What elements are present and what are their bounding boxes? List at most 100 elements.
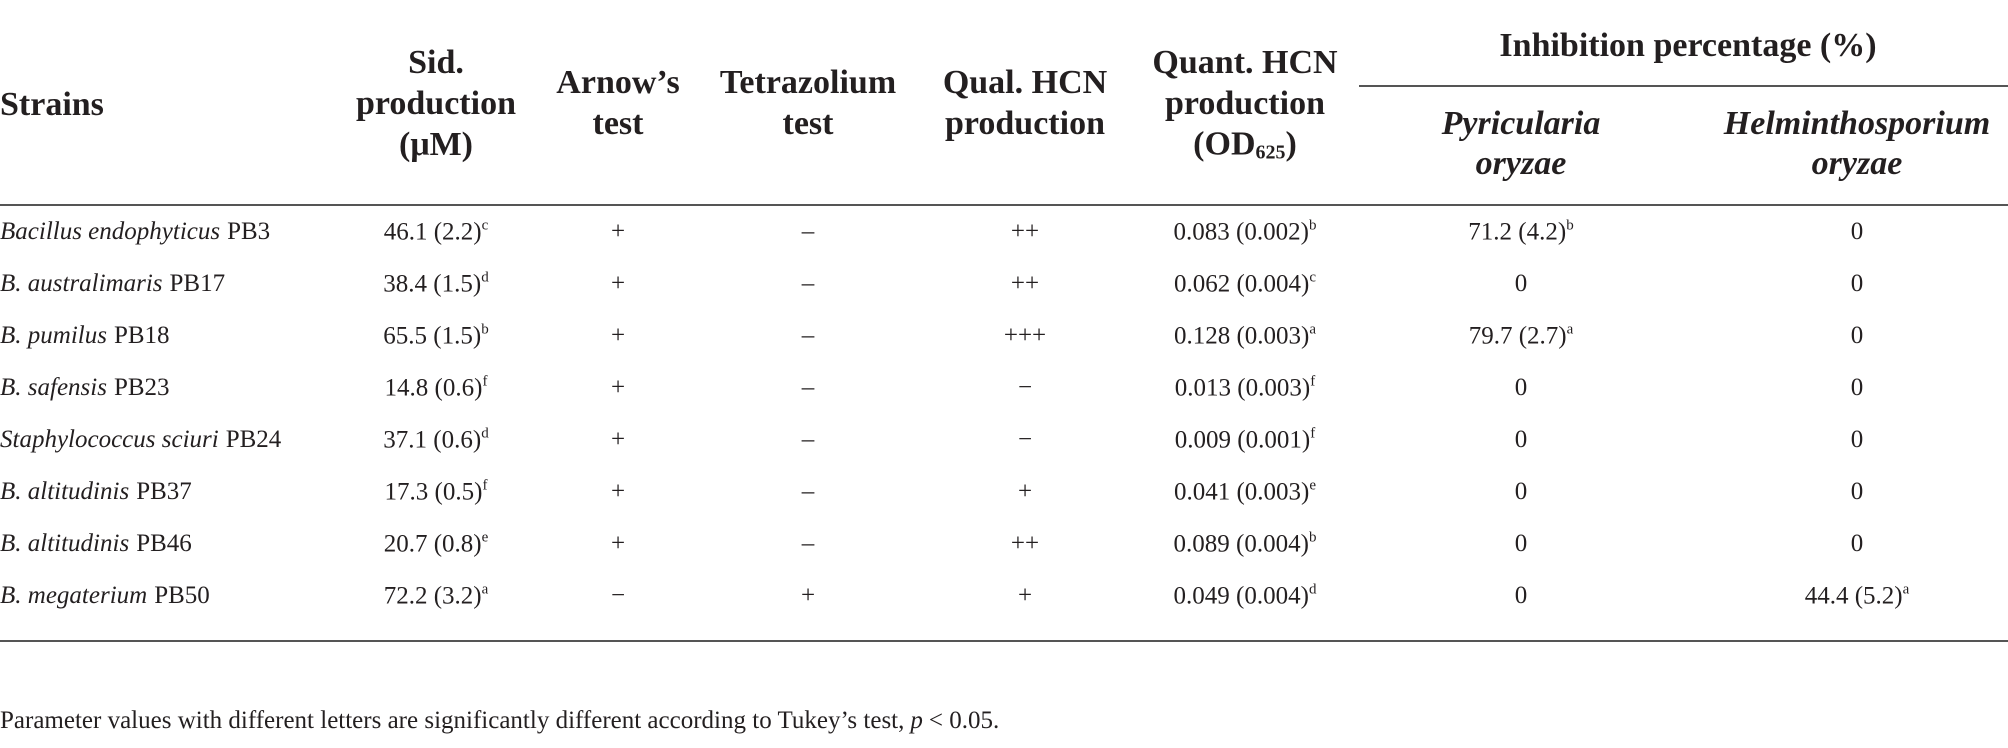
cell-text: 37.1 (0.6): [383, 426, 482, 454]
cell-text: 72.2 (3.2): [383, 582, 482, 610]
cell-text: 14.8 (0.6): [384, 374, 483, 402]
column-header: Tetrazolium: [719, 64, 897, 101]
cell: ++: [1010, 530, 1040, 557]
strain-cell: B. australimaris PB17: [0, 270, 225, 298]
column-header: production: [945, 105, 1105, 142]
cell: 0: [1514, 478, 1528, 505]
footnote: Parameter values with different letters …: [0, 707, 999, 735]
cell: 0.049 (0.004)d: [1174, 582, 1317, 611]
cell: +: [1017, 582, 1033, 609]
column-header: production: [356, 85, 516, 122]
significance-letter: a: [481, 581, 489, 598]
cell: 0: [1850, 270, 1864, 297]
column-header-unit: (OD625): [1193, 126, 1297, 165]
cell: +: [1017, 478, 1033, 505]
sub-header: oryzae: [1811, 145, 1903, 182]
cell-text: 0.089 (0.004): [1173, 530, 1309, 558]
cell-text: 0.013 (0.003): [1174, 374, 1311, 402]
significance-letter: e: [481, 529, 489, 546]
significance-letter: b: [1566, 217, 1574, 234]
strain-cell: B. safensis PB23: [0, 374, 170, 402]
cell-text: PB37: [136, 478, 192, 505]
cell: 0: [1514, 582, 1528, 609]
cell: –: [801, 478, 815, 505]
cell-text: PB18: [113, 322, 170, 349]
cell-text: 44.4 (5.2): [1804, 582, 1903, 610]
cell-text: 71.2 (4.2): [1468, 218, 1567, 246]
cell-text: 20.7 (0.8): [383, 530, 482, 558]
cell-text: PB3: [227, 218, 271, 245]
footnote-text: Parameter values with different letters …: [0, 707, 905, 734]
significance-letter: e: [1309, 477, 1317, 494]
cell: 0: [1850, 478, 1864, 505]
cell-text: 0.062 (0.004): [1173, 270, 1310, 298]
significance-letter: d: [481, 425, 489, 442]
column-header: production: [1165, 85, 1325, 122]
strain-name: B. megaterium: [0, 582, 148, 609]
footnote-italic: p: [910, 707, 923, 734]
cell: −: [1017, 374, 1033, 401]
strain-name: B. altitudinis: [0, 530, 130, 557]
cell: 0.089 (0.004)b: [1174, 530, 1317, 559]
cell-text: 0.049 (0.004): [1173, 582, 1309, 610]
cell: –: [801, 530, 815, 557]
cell: 0: [1514, 426, 1528, 453]
cell: 0: [1850, 218, 1864, 245]
strain-cell: B. altitudinis PB46: [0, 530, 192, 558]
cell-text: PB23: [113, 374, 170, 401]
group-header: Inhibition percentage (%): [1499, 27, 1877, 64]
cell-text: 79.7 (2.7): [1468, 322, 1567, 350]
cell-text: PB50: [154, 582, 210, 609]
cell: ++: [1010, 270, 1040, 297]
cell: –: [801, 374, 815, 401]
cell: −: [1017, 426, 1033, 453]
cell: +: [610, 322, 626, 349]
strain-name: B. australimaris: [0, 270, 163, 297]
cell: –: [801, 218, 815, 245]
cell: 0: [1514, 270, 1528, 297]
cell: 0: [1514, 530, 1528, 557]
strain-name: Bacillus endophyticus: [0, 218, 221, 245]
cell-text: 38.4 (1.5): [383, 270, 482, 298]
cell-text: 65.5 (1.5): [383, 322, 482, 350]
strain-cell: Bacillus endophyticus PB3: [0, 218, 270, 246]
cell: 0: [1850, 426, 1864, 453]
significance-letter: f: [1310, 373, 1316, 390]
strain-cell: B. pumilus PB18: [0, 322, 170, 350]
cell: 0: [1850, 530, 1864, 557]
cell: +: [610, 218, 626, 245]
cell-text: PB46: [136, 530, 192, 557]
cell: 0: [1850, 374, 1864, 401]
strain-name: B. pumilus: [0, 322, 107, 349]
cell: 37.1 (0.6)d: [383, 426, 488, 455]
cell: 14.8 (0.6)f: [385, 374, 488, 403]
header-rule: [0, 204, 2008, 206]
column-header: Sid.: [408, 44, 464, 81]
strain-name: B. safensis: [0, 374, 107, 401]
cell: +: [610, 426, 626, 453]
cell: 0.062 (0.004)c: [1174, 270, 1316, 299]
cell: 0: [1514, 374, 1528, 401]
significance-letter: d: [481, 269, 489, 286]
cell: +: [610, 478, 626, 505]
cell-text: 0.128 (0.003): [1173, 322, 1310, 350]
cell-text: PB24: [225, 426, 282, 453]
unit-subscript: 625: [1255, 141, 1286, 164]
column-header: Quant. HCN: [1152, 44, 1338, 81]
cell: 0.013 (0.003)f: [1175, 374, 1315, 403]
strain-cell: Staphylococcus sciuri PB24: [0, 426, 281, 454]
cell: 20.7 (0.8)e: [384, 530, 489, 559]
column-header: (μM): [398, 126, 474, 163]
group-rule: [1359, 85, 2008, 87]
cell: 38.4 (1.5)d: [383, 270, 488, 299]
column-header: test: [592, 105, 644, 142]
significance-letter: a: [1566, 321, 1574, 338]
sub-header: Pyricularia: [1441, 105, 1601, 142]
sub-header: oryzae: [1475, 145, 1567, 182]
unit-open: (OD: [1193, 125, 1256, 163]
sub-header: Helminthosporium: [1723, 105, 1991, 142]
cell: −: [610, 582, 626, 609]
cell-text: 0.083 (0.002): [1173, 218, 1309, 246]
cell: ++: [1010, 218, 1040, 245]
